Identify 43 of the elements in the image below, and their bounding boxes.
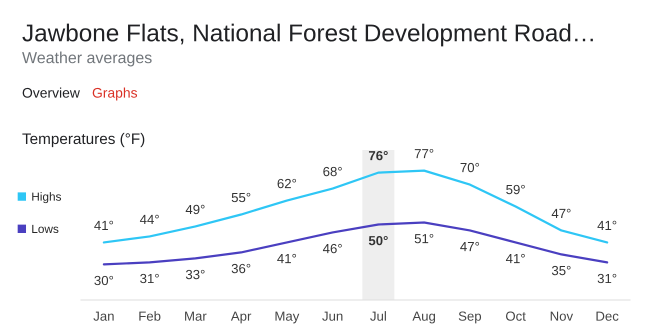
data-label: 76°: [368, 150, 388, 160]
text: Graphs: [92, 88, 138, 100]
chart-title: Jawbone Flats, National Forest Development Road…: [22, 24, 593, 46]
data-label: 41°: [277, 254, 296, 264]
data-label: 31°: [140, 274, 159, 284]
data-label: 46°: [322, 244, 342, 254]
text: Overview: [22, 88, 80, 98]
data-label: 47°: [552, 208, 571, 218]
x-tick-label: Sep: [458, 311, 482, 324]
x-tick-label: Jun: [322, 312, 342, 321]
text: Temperatures (°F): [22, 132, 144, 148]
data-label: 50°: [368, 236, 388, 246]
data-label: 49°: [186, 204, 205, 214]
data-label: 31°: [598, 274, 616, 284]
data-label: 41°: [94, 220, 114, 230]
data-label: 51°: [414, 234, 434, 244]
data-label: 41°: [597, 220, 616, 230]
x-tick-label: Jan: [93, 312, 114, 321]
data-label: 47°: [460, 242, 480, 252]
x-tick-label: Jul: [370, 311, 386, 321]
data-label: 59°: [506, 184, 525, 194]
x-tick-label: Feb: [139, 311, 160, 321]
legend-label: Highs: [32, 192, 62, 204]
data-label: 62°: [278, 178, 296, 188]
x-tick-label: May: [275, 312, 300, 324]
data-label: 35°: [552, 266, 571, 276]
data-label: 68°: [323, 166, 342, 176]
legend-label: Lows: [32, 224, 58, 234]
data-label: 77°: [414, 148, 434, 158]
x-tick-label: Aug: [412, 312, 436, 324]
data-label: 30°: [94, 276, 114, 286]
data-label: 44°: [140, 214, 159, 224]
x-tick-label: Dec: [596, 312, 619, 321]
x-tick-label: Oct: [506, 311, 526, 321]
data-label: 70°: [460, 162, 480, 172]
data-label: 36°: [232, 264, 250, 274]
data-label: 55°: [232, 192, 250, 202]
x-tick-label: Apr: [230, 312, 252, 324]
data-label: 41°: [506, 254, 525, 264]
x-tick-label: Nov: [550, 312, 574, 321]
x-tick-label: Mar: [185, 312, 207, 321]
data-label: 33°: [186, 270, 205, 280]
chart-subtitle: Weather averages: [22, 52, 152, 66]
